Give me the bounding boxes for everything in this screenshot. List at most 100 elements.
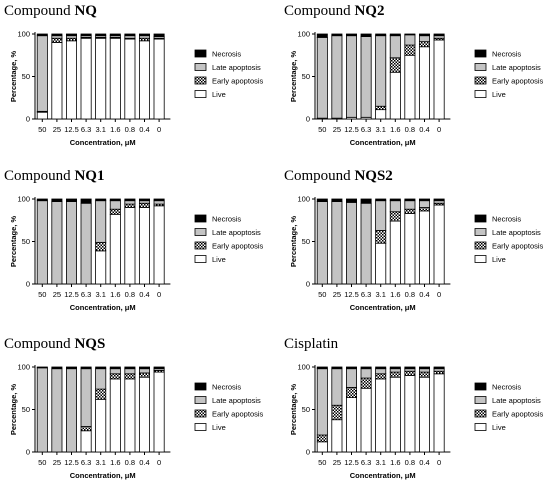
chart-panel: Cisplatin 0 50 100 Percentage, % 50 25 12.5 6.3 3… <box>284 336 544 480</box>
bar-segment-live <box>80 37 92 120</box>
title-compound: NQ2 <box>354 3 384 19</box>
legend-label: Early apoptosis <box>212 242 264 251</box>
x-tick-label: 0.4 <box>139 458 149 467</box>
x-tick-label: 0 <box>437 125 441 134</box>
x-tick-label: 1.6 <box>390 125 400 134</box>
x-tick-label: 50 <box>318 458 326 467</box>
bar-segment-late-apoptosis <box>360 36 372 118</box>
legend-swatch <box>474 228 487 236</box>
y-axis-label: Percentage, % <box>289 384 298 436</box>
legend-label: Live <box>492 255 506 264</box>
bar-segment-necrosis <box>418 198 430 202</box>
bar-segment-necrosis <box>346 198 358 203</box>
bar-segment-necrosis <box>80 366 92 370</box>
bar-segment-necrosis <box>404 198 416 202</box>
bar-segment-early-apoptosis <box>51 37 63 43</box>
y-tick-label: 50 <box>22 405 30 414</box>
bar-segment-live <box>153 205 165 285</box>
bar-segment-necrosis <box>124 366 136 370</box>
legend-swatch <box>474 49 487 58</box>
bar-segment-necrosis <box>51 198 63 202</box>
bar-segment-early-apoptosis <box>95 241 107 252</box>
x-tick-label: 6.3 <box>361 290 371 299</box>
x-tick-label: 6.3 <box>361 458 371 467</box>
bar-segment-necrosis <box>109 198 121 202</box>
bar-segment-late-apoptosis <box>346 368 358 388</box>
legend-swatch <box>194 382 207 391</box>
bar-segment-live <box>80 430 92 453</box>
legend-label: Necrosis <box>492 383 521 392</box>
title-prefix: Compound <box>4 336 74 352</box>
title-compound: Cisplatin <box>284 336 339 352</box>
bar-segment-necrosis <box>404 366 416 370</box>
x-tick-label: 1.6 <box>390 290 400 299</box>
bar-segment-necrosis <box>375 366 387 370</box>
bar-segment-necrosis <box>316 366 328 370</box>
bar-segment-necrosis <box>51 33 63 37</box>
x-tick-label: 3.1 <box>95 458 105 467</box>
x-tick-label: 0.8 <box>405 290 415 299</box>
x-tick-label: 50 <box>38 125 46 134</box>
bar-segment-early-apoptosis <box>375 230 387 244</box>
x-tick-label: 12.5 <box>344 125 359 134</box>
y-axis-label: Percentage, % <box>9 216 18 268</box>
x-tick-label: 0.8 <box>125 458 135 467</box>
x-tick-label: 3.1 <box>95 290 105 299</box>
legend-label: Late apoptosis <box>492 63 541 72</box>
x-axis-label: Concentration, μM <box>70 138 136 147</box>
bar-segment-late-apoptosis <box>80 202 92 285</box>
bar-segment-early-apoptosis <box>316 434 328 443</box>
bar-segment-necrosis <box>138 198 150 202</box>
bar-segment-necrosis <box>316 33 328 38</box>
bar-segment-live <box>138 207 150 285</box>
bar-segment-necrosis <box>153 33 165 37</box>
bar-segment-late-apoptosis <box>138 368 150 374</box>
bar-segment-late-apoptosis <box>375 200 387 231</box>
chart-panel: Compound NQ 0 50 100 Percentage, % 50 25 12.5 6.… <box>4 3 264 147</box>
bar-segment-live <box>124 207 136 285</box>
bar-segment-early-apoptosis <box>375 105 387 111</box>
bar-segment-live <box>138 40 150 120</box>
bar-segment-necrosis <box>109 33 121 37</box>
chart-panel: Compound NQ2 0 50 100 Percentage, % 50 25 12.5 6… <box>284 3 544 147</box>
x-tick-label: 1.6 <box>110 125 120 134</box>
y-tick-label: 0 <box>306 448 310 457</box>
legend-label: Late apoptosis <box>492 228 541 237</box>
legend-label: Necrosis <box>492 215 521 224</box>
title-compound: NQS2 <box>354 168 392 184</box>
legend-label: Late apoptosis <box>212 396 261 405</box>
bar-segment-live <box>418 376 430 453</box>
bar-segment-late-apoptosis <box>375 368 387 375</box>
y-tick-label: 50 <box>22 72 30 81</box>
bar-segment-late-apoptosis <box>346 35 358 118</box>
title-compound: NQ <box>74 3 97 19</box>
bar-segment-live <box>418 210 430 285</box>
bar-segment-necrosis <box>375 33 387 37</box>
bar-segment-live <box>95 37 107 120</box>
bar-segment-early-apoptosis <box>95 388 107 400</box>
bar-segment-necrosis <box>360 366 372 370</box>
legend-label: Live <box>212 90 226 99</box>
x-tick-label: 0.8 <box>125 290 135 299</box>
bar-segment-early-apoptosis <box>389 211 401 222</box>
legend-swatch <box>194 228 207 236</box>
bar-segment-necrosis <box>95 366 107 370</box>
bar-segment-necrosis <box>346 366 358 370</box>
bar-segment-live <box>51 42 63 120</box>
bar-segment-live <box>389 376 401 453</box>
bar-segment-late-apoptosis <box>124 200 136 205</box>
x-tick-label: 0.4 <box>139 290 149 299</box>
title-prefix: Compound <box>4 168 74 184</box>
x-tick-label: 0.4 <box>419 458 429 467</box>
title-compound: NQS <box>74 336 105 352</box>
chart-title: Compound NQ1 <box>4 168 104 184</box>
bar-segment-necrosis <box>66 198 78 202</box>
bar-segment-live <box>124 38 136 120</box>
bar-segment-necrosis <box>389 33 401 37</box>
legend-swatch <box>194 241 207 250</box>
legend-label: Early apoptosis <box>212 410 264 419</box>
legend-label: Necrosis <box>212 215 241 224</box>
x-tick-label: 0.4 <box>419 125 429 134</box>
bar-segment-necrosis <box>66 366 78 370</box>
